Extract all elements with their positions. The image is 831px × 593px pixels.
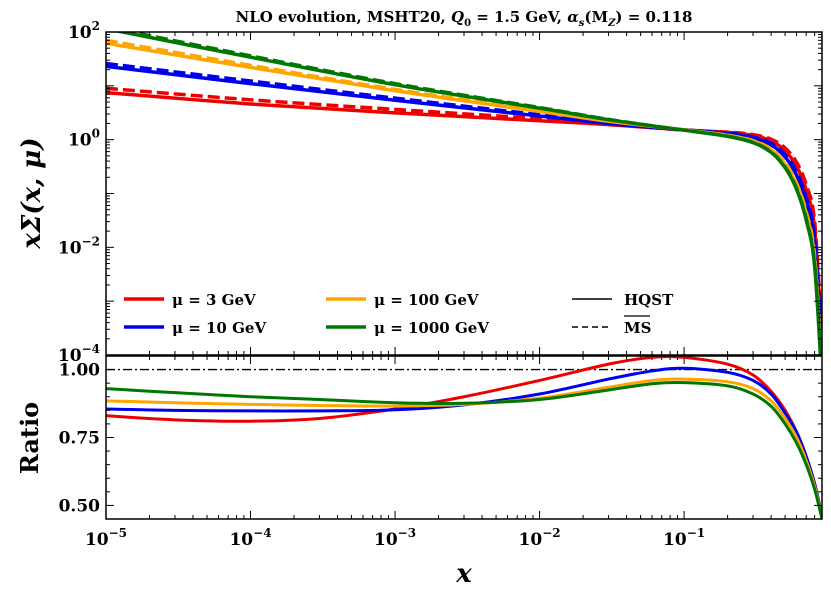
ratio-y-tick-label: 0.50	[59, 496, 101, 516]
main-y-tick-label: 102	[68, 19, 100, 43]
ratio-series-group	[106, 356, 822, 519]
ratio-frame	[105, 355, 823, 520]
main-series-msbar-5	[106, 38, 822, 355]
ratio-series-1	[106, 366, 822, 517]
ratio-y-tick-label: 0.75	[59, 429, 100, 449]
x-tick-label: 10−2	[519, 526, 561, 550]
x-tick-label: 10−5	[85, 526, 127, 550]
ratio-ticks: 1.00 0.75 0.50 10−5 10−4 10−3 10−2 10−1	[59, 355, 822, 550]
main-series-msbar-3	[106, 61, 822, 351]
chart-title: NLO evolution, MSHT20, Q0 = 1.5 GeV, αs(…	[236, 8, 693, 29]
legend-label-mu1000: μ = 1000 GeV	[374, 319, 489, 337]
main-y-tick-label: 10−2	[58, 234, 100, 258]
legend-label-mu100: μ = 100 GeV	[374, 291, 479, 309]
main-y-tick-label: 100	[68, 127, 100, 151]
main-frame	[105, 31, 823, 356]
main-y-tick-label: 10−4	[58, 342, 100, 366]
legend-label-mu3: μ = 3 GeV	[172, 291, 256, 309]
ratio-y-tick-label: 1.00	[59, 361, 101, 381]
main-panel: 102 100 10−2 10−4	[58, 19, 823, 519]
legend-label-hqst: HQST	[624, 291, 674, 309]
x-tick-label: 10−3	[374, 526, 416, 550]
ratio-series-2	[106, 377, 822, 518]
x-axis-label: x	[455, 559, 472, 589]
main-series-hqst-2	[106, 64, 822, 355]
ratio-series-3	[106, 380, 822, 519]
main-series-group	[106, 32, 822, 355]
ratio-panel: 1.00 0.75 0.50 10−5 10−4 10−3 10−2 10−1	[59, 355, 823, 550]
main-series-msbar-7	[122, 32, 822, 355]
x-tick-label: 10−1	[663, 526, 705, 550]
legend: μ = 3 GeV μ = 10 GeV μ = 100 GeV μ = 100…	[124, 291, 674, 337]
x-tick-label: 10−4	[229, 526, 271, 550]
legend-label-mu10: μ = 10 GeV	[172, 319, 266, 337]
legend-label-msbar: MS	[624, 319, 651, 337]
main-y-axis-label: xΣ(x, μ)	[17, 137, 47, 249]
ratio-y-axis-label: Ratio	[15, 402, 44, 474]
